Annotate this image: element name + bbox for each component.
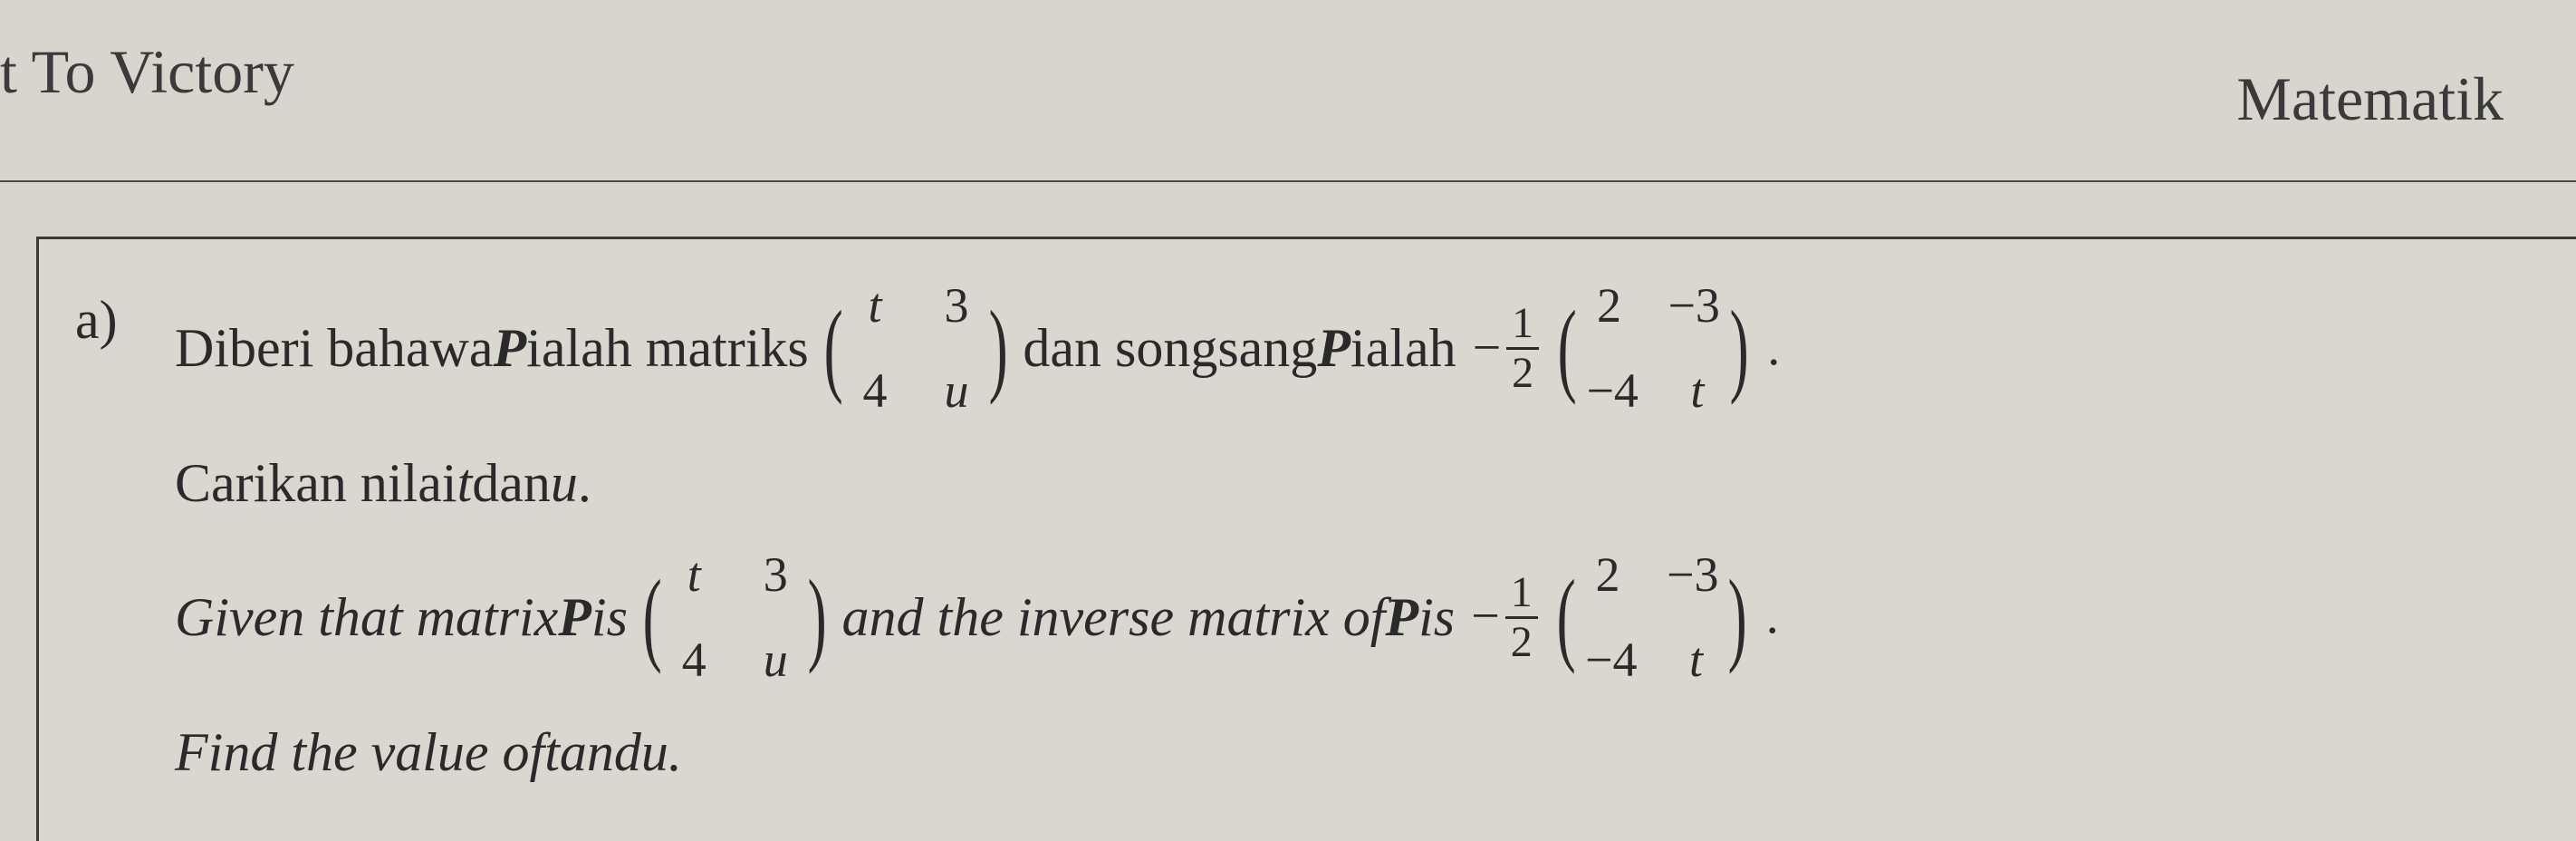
cell: 3 (934, 266, 979, 344)
en-mid: is (591, 574, 628, 661)
cell: −4 (1585, 621, 1637, 699)
fraction-numerator: 1 (1506, 302, 1539, 350)
period: . (1766, 576, 1779, 658)
cell: u (753, 621, 798, 699)
fraction-half: 1 2 (1506, 302, 1539, 395)
en-and: and (560, 709, 641, 796)
matrix-content: 2 −3 −4 t (1584, 266, 1721, 430)
var-u: u (641, 709, 668, 796)
fraction-denominator: 2 (1506, 350, 1539, 395)
cell: 4 (671, 621, 716, 699)
cell: u (934, 352, 979, 430)
cell: −3 (1667, 536, 1718, 614)
matrix-row: 2 −3 (1585, 536, 1718, 614)
matrix-inverse-bm: ( 2 −3 −4 t ) (1550, 266, 1756, 430)
matrix-content: 2 −3 −4 t (1583, 536, 1720, 700)
page-header: t To Victory Matematik (0, 0, 2576, 153)
symbol-P: P (1385, 574, 1418, 661)
matrix-row: 4 u (671, 621, 798, 699)
cell: 2 (1585, 536, 1630, 614)
matrix-row: t 3 (852, 266, 979, 344)
paren-right: ) (1728, 575, 1747, 659)
question-label: a) (75, 266, 130, 352)
matrix-inverse-en: ( 2 −3 −4 t ) (1549, 536, 1755, 700)
symbol-P: P (1317, 304, 1350, 392)
matrix-content: t 3 4 u (851, 266, 981, 430)
line-bm-find: Carikan nilai t dan u . (175, 440, 2522, 527)
question-box: a) Diberi bahawa P ialah matriks ( t 3 4 (36, 237, 2576, 841)
header-left-text: t To Victory (0, 36, 294, 108)
bm-end-period: . (578, 440, 591, 527)
cell: 3 (753, 536, 798, 614)
paren-left: ( (1558, 306, 1577, 390)
var-t: t (544, 709, 560, 796)
var-u: u (551, 440, 578, 527)
paren-left: ( (643, 575, 662, 659)
line-en-statement: Given that matrix P is ( t 3 4 u (175, 536, 2522, 700)
matrix-row: t 3 (671, 536, 798, 614)
paren-right: ) (989, 306, 1008, 390)
paren-right: ) (808, 575, 827, 659)
symbol-P: P (494, 304, 527, 392)
cell: −3 (1668, 266, 1719, 344)
question-row: a) Diberi bahawa P ialah matriks ( t 3 4 (75, 266, 2522, 805)
matrix-row: 2 −3 (1586, 266, 1719, 344)
line-en-find: Find the value of t and u . (175, 709, 2522, 796)
en-end: is (1418, 574, 1455, 661)
cell: t (1673, 621, 1718, 699)
cell: −4 (1586, 352, 1638, 430)
matrix-content: t 3 4 u (669, 536, 800, 700)
cell: 4 (852, 352, 898, 430)
en-suffix: and the inverse matrix of (842, 574, 1386, 661)
minus-sign: − (1473, 308, 1502, 390)
header-right-text: Matematik (2236, 36, 2522, 135)
bm-and: dan (472, 440, 551, 527)
bm-prefix: Diberi bahawa (175, 304, 494, 392)
line-bm-statement: Diberi bahawa P ialah matriks ( t 3 4 u (175, 266, 2522, 430)
cell: t (852, 266, 898, 344)
period: . (1767, 308, 1780, 390)
fraction-half: 1 2 (1505, 571, 1538, 664)
matrix-P-bm: ( t 3 4 u ) (816, 266, 1016, 430)
matrix-row: 4 u (852, 352, 979, 430)
bm-suffix: dan songsang (1023, 304, 1317, 392)
cell: t (671, 536, 716, 614)
header-divider (0, 180, 2576, 182)
fraction-denominator: 2 (1505, 619, 1538, 664)
en-prefix: Given that matrix (175, 574, 558, 661)
minus-sign: − (1471, 576, 1500, 658)
paren-left: ( (823, 306, 842, 390)
bm-end: ialah (1350, 304, 1456, 392)
matrix-row: −4 t (1586, 352, 1719, 430)
paren-right: ) (1730, 306, 1749, 390)
matrix-row: −4 t (1585, 621, 1718, 699)
en-find: Find the value of (175, 709, 544, 796)
cell: t (1675, 352, 1720, 430)
symbol-P: P (558, 574, 591, 661)
matrix-P-en: ( t 3 4 u ) (635, 536, 835, 700)
cell: 2 (1586, 266, 1631, 344)
bm-mid: ialah matriks (526, 304, 809, 392)
en-end-period: . (668, 709, 682, 796)
question-content: Diberi bahawa P ialah matriks ( t 3 4 u (175, 266, 2522, 805)
paren-left: ( (1556, 575, 1575, 659)
fraction-numerator: 1 (1505, 571, 1538, 619)
var-t: t (457, 440, 473, 527)
bm-find: Carikan nilai (175, 440, 457, 527)
